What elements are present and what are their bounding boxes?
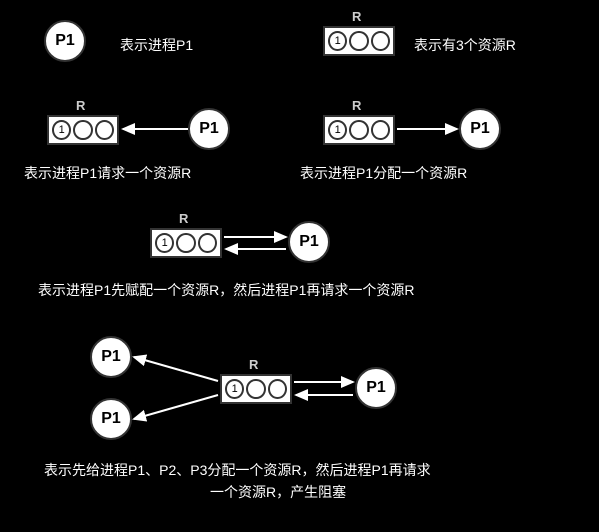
resource-label-r4: R bbox=[249, 357, 258, 372]
resource-instance-2 bbox=[349, 120, 368, 140]
caption-r4-line1: 表示先给进程P1、P2、P3分配一个资源R，然后进程P1再请求 bbox=[44, 460, 431, 480]
process-node-r2r: P1 bbox=[459, 108, 501, 150]
resource-instance-2 bbox=[349, 31, 368, 51]
resource-instance-1: 1 bbox=[225, 379, 244, 399]
resource-instance-1: 1 bbox=[52, 120, 71, 140]
resource-node-legend: 1 bbox=[323, 26, 395, 56]
process-node-r4-p3: P1 bbox=[90, 398, 132, 440]
arrow-alloc-r4-p2 bbox=[134, 357, 218, 381]
resource-instance-3 bbox=[198, 233, 217, 253]
process-label: P1 bbox=[55, 32, 75, 50]
arrow-alloc-r4-p3 bbox=[134, 395, 218, 419]
resource-node-r2r: 1 bbox=[323, 115, 395, 145]
process-label: P1 bbox=[199, 120, 219, 138]
resource-instance-1: 1 bbox=[155, 233, 174, 253]
caption-r2l: 表示进程P1请求一个资源R bbox=[24, 163, 191, 183]
resource-node-r2l: 1 bbox=[47, 115, 119, 145]
process-label: P1 bbox=[366, 379, 386, 397]
caption-r2r: 表示进程P1分配一个资源R bbox=[300, 163, 467, 183]
resource-label-r2r: R bbox=[352, 98, 361, 113]
resource-instance-2 bbox=[176, 233, 195, 253]
arrows-overlay bbox=[0, 0, 599, 532]
caption-legend-resource: 表示有3个资源R bbox=[414, 35, 516, 55]
process-label: P1 bbox=[299, 233, 319, 251]
resource-instance-3 bbox=[371, 31, 390, 51]
resource-node-r3: 1 bbox=[150, 228, 222, 258]
caption-r3: 表示进程P1先赋配一个资源R，然后进程P1再请求一个资源R bbox=[38, 280, 414, 300]
resource-instance-2 bbox=[246, 379, 265, 399]
resource-label-r2l: R bbox=[76, 98, 85, 113]
resource-instance-1: 1 bbox=[328, 120, 347, 140]
resource-node-r4: 1 bbox=[220, 374, 292, 404]
process-label: P1 bbox=[101, 410, 121, 428]
process-label: P1 bbox=[101, 348, 121, 366]
caption-r4-line2: 一个资源R，产生阻塞 bbox=[210, 482, 346, 502]
process-node-r4-p2: P1 bbox=[90, 336, 132, 378]
process-node-r4-p1: P1 bbox=[355, 367, 397, 409]
resource-instance-1: 1 bbox=[328, 31, 347, 51]
resource-label-legend: R bbox=[352, 9, 361, 24]
process-node-r3: P1 bbox=[288, 221, 330, 263]
process-node-legend: P1 bbox=[44, 20, 86, 62]
resource-label-r3: R bbox=[179, 211, 188, 226]
process-label: P1 bbox=[470, 120, 490, 138]
resource-instance-3 bbox=[95, 120, 114, 140]
resource-instance-3 bbox=[371, 120, 390, 140]
resource-instance-3 bbox=[268, 379, 287, 399]
process-node-r2l: P1 bbox=[188, 108, 230, 150]
caption-legend-process: 表示进程P1 bbox=[120, 35, 193, 55]
resource-instance-2 bbox=[73, 120, 92, 140]
